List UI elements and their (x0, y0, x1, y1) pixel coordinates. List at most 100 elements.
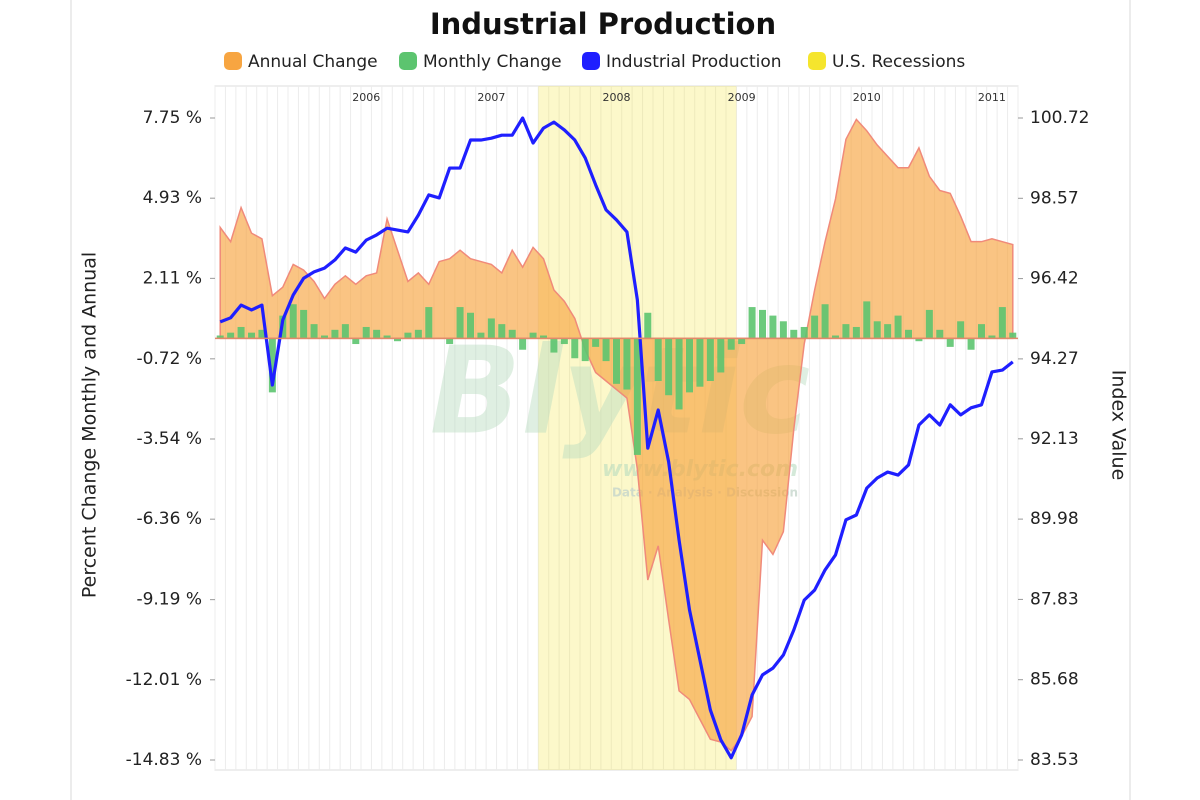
monthly-change-bar (717, 338, 725, 373)
monthly-change-bar (560, 338, 568, 345)
legend-swatch (582, 52, 600, 70)
monthly-change-bar (842, 324, 850, 339)
monthly-change-bar (936, 329, 944, 339)
monthly-change-bar (227, 332, 235, 339)
legend-label: Monthly Change (423, 52, 562, 72)
y2-tick-label: 89.98 (1030, 509, 1079, 529)
monthly-change-bar (957, 321, 965, 339)
monthly-change-bar (331, 329, 339, 339)
y-tick-label: -0.72 % (136, 349, 202, 369)
monthly-change-bar (821, 304, 829, 339)
monthly-change-bar (414, 329, 422, 339)
monthly-change-bar (404, 332, 412, 339)
monthly-change-bar (268, 338, 276, 393)
monthly-change-bar (978, 324, 985, 339)
monthly-change-bar (571, 338, 579, 359)
y-tick-label: -3.54 % (136, 429, 202, 449)
monthly-change-bar (425, 307, 433, 339)
x-tick-label: 2008 (603, 91, 631, 104)
y-tick-label: 7.75 % (143, 108, 202, 128)
y2-tick-label: 87.83 (1030, 589, 1079, 609)
monthly-change-bar (832, 335, 839, 339)
monthly-change-bar (665, 338, 673, 396)
series-layer (215, 116, 1018, 760)
legend-swatch (224, 52, 242, 70)
y-tick-label: 2.11 % (143, 268, 202, 288)
legend-label: Annual Change (248, 52, 378, 72)
monthly-change-bar (248, 332, 255, 339)
x-tick-label: 2011 (978, 91, 1006, 104)
monthly-change-bar (550, 338, 558, 353)
y2-tick-label: 96.42 (1030, 269, 1079, 289)
monthly-change-bar (800, 326, 808, 339)
monthly-change-bar (237, 326, 245, 339)
monthly-change-bar (738, 338, 746, 345)
y-tick-label: 4.93 % (143, 188, 202, 208)
monthly-change-bar (477, 332, 485, 339)
monthly-change-bar (446, 338, 454, 345)
legend-label: U.S. Recessions (832, 52, 965, 72)
monthly-change-bar (613, 338, 620, 384)
y2-tick-label: 100.72 (1030, 108, 1089, 128)
industrial-production-line (219, 116, 1014, 760)
monthly-change-bar (706, 338, 714, 381)
monthly-change-bar (394, 338, 401, 342)
monthly-change-bar (644, 312, 652, 339)
monthly-change-bar (258, 329, 266, 339)
monthly-change-bar (216, 335, 224, 339)
monthly-change-bar (581, 338, 589, 362)
x-tick-label: 2010 (853, 91, 881, 104)
y2-tick-label: 83.53 (1030, 750, 1079, 770)
monthly-change-bar (300, 309, 308, 339)
monthly-change-bar (946, 338, 954, 347)
monthly-change-bar (779, 321, 787, 339)
y2-axis-title: Index Value (1108, 370, 1130, 481)
monthly-change-bar (467, 312, 474, 339)
monthly-change-bar (1009, 332, 1017, 339)
monthly-change-bar (456, 307, 464, 339)
monthly-change-bar (988, 335, 996, 339)
monthly-change-bar (498, 324, 506, 339)
y-axis-title: Percent Change Monthly and Annual (79, 252, 101, 598)
monthly-change-bar (873, 321, 881, 339)
monthly-change-bar (289, 304, 297, 339)
monthly-change-bar (602, 338, 610, 362)
label-layer: 2006 2007 2008 2009 2010 2011 7.75 % 4.93 % 2.11… (126, 52, 1089, 770)
x-tick-label: 2007 (477, 91, 505, 104)
chart-title: Industrial Production (430, 7, 776, 41)
legend-swatch (808, 52, 826, 70)
monthly-change-bar (811, 315, 819, 339)
monthly-change-bar (352, 338, 360, 345)
monthly-change-bar (884, 324, 892, 339)
monthly-change-bar (362, 326, 370, 339)
monthly-change-bar (310, 324, 318, 339)
monthly-change-bar (727, 338, 735, 350)
monthly-change-bar (341, 324, 349, 339)
y2-tick-label: 92.13 (1030, 429, 1079, 449)
monthly-change-bar (519, 338, 527, 350)
y-tick-label: -14.83 % (126, 750, 202, 770)
x-tick-label: 2009 (728, 91, 756, 104)
monthly-change-bar (321, 335, 328, 339)
monthly-change-bar (592, 338, 600, 347)
monthly-change-bar (998, 307, 1006, 339)
monthly-change-bar (529, 332, 537, 339)
y-tick-label: -9.19 % (136, 590, 202, 610)
monthly-change-bar (925, 309, 933, 339)
monthly-change-bar (967, 338, 975, 350)
annual-change-area (219, 118, 1014, 752)
monthly-change-bar (915, 338, 923, 342)
monthly-change-bar (686, 338, 693, 393)
y2-tick-label: 98.57 (1030, 188, 1079, 208)
monthly-change-bar (508, 329, 516, 339)
monthly-change-bar (748, 307, 756, 339)
monthly-change-bar (540, 335, 547, 339)
y-tick-label: -6.36 % (136, 509, 202, 529)
monthly-change-bar (383, 335, 391, 339)
y-tick-label: -12.01 % (126, 670, 202, 690)
monthly-change-bar (654, 338, 662, 381)
legend-label: Industrial Production (606, 52, 782, 72)
monthly-change-bar (894, 315, 902, 339)
